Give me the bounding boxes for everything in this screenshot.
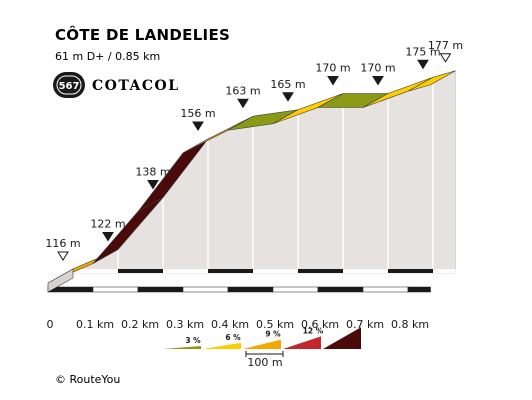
x-tick-label: 0.3 km [166, 318, 204, 331]
front-scale-segment [407, 286, 431, 293]
altitude-label: 163 m [225, 84, 260, 97]
x-axis: 0 0.1 km 0.2 km 0.3 km 0.4 km 0.5 km 0.6 km 0.7… [47, 318, 430, 331]
altitude-label: 165 m [270, 78, 305, 91]
x-tick-label: 0.4 km [211, 318, 249, 331]
altitude-label: 156 m [180, 107, 215, 120]
front-scale-segment [362, 286, 409, 293]
altitude-label: 138 m [135, 166, 170, 179]
legend-label: 3 % [185, 336, 201, 345]
badge-shape [53, 72, 85, 98]
legend-swatch [163, 346, 201, 349]
front-scale-segment [92, 286, 139, 293]
front-scale-segment [272, 286, 319, 293]
cotacol-logo: 567 COTACOL [53, 72, 180, 98]
altitude-label: 122 m [90, 218, 125, 231]
x-tick-label: 0 [47, 318, 54, 331]
scale-bar-label: 100 m [247, 356, 282, 369]
legend-swatch [283, 336, 321, 349]
altitude-label: 170 m [360, 62, 395, 75]
x-tick-label: 0.7 km [346, 318, 384, 331]
altitude-marker [192, 121, 204, 131]
distance-scale-segment [208, 269, 253, 273]
x-tick-label: 0.8 km [391, 318, 429, 331]
distance-scale-segment [433, 269, 456, 273]
copyright-text: © RouteYou [55, 373, 120, 386]
altitude-marker [237, 98, 249, 109]
distance-scale-segment [253, 269, 298, 273]
altitude-marker [102, 232, 114, 242]
profile-area: 116 m 122 m 138 m 156 m 163 m 165 m 170 m 170 m… [45, 39, 463, 293]
altitude-marker [282, 92, 294, 102]
x-tick-label: 0.2 km [121, 318, 159, 331]
distance-scale-segment [118, 269, 163, 273]
x-tick-label: 0.1 km [76, 318, 114, 331]
badge-ring [56, 75, 82, 95]
altitude-label: 177 m [428, 39, 463, 52]
distance-scale-segment [73, 269, 118, 273]
altitude-label: 170 m [315, 62, 350, 75]
slope-segment [407, 70, 456, 92]
open-triangle-marker [57, 251, 69, 261]
front-scale-segment [182, 286, 229, 293]
altitude-marker [327, 76, 339, 86]
profile-title: CÔTE DE LANDELIES [55, 25, 230, 44]
altitude-marker [147, 180, 159, 190]
x-tick-label: 0.6 km [301, 318, 339, 331]
profile-back-wall [72, 70, 456, 274]
legend-label: 6 % [225, 333, 241, 342]
distance-scale-segment [343, 269, 388, 273]
cotacol-number: 567 [59, 81, 80, 92]
altitude-label: 116 m [45, 237, 80, 250]
distance-scale-segment [163, 269, 208, 273]
distance-scale-segment [388, 269, 433, 273]
altitude-marker [417, 59, 429, 70]
legend-swatch [203, 342, 241, 349]
profile-left-edge [47, 268, 74, 293]
legend-label: 12 % [303, 326, 324, 335]
front-scale-segment [317, 286, 364, 293]
open-triangle-marker [439, 53, 452, 63]
legend-label: 9 % [265, 330, 281, 339]
x-tick-label: 0.5 km [256, 318, 294, 331]
front-scale-segment [137, 286, 184, 293]
distance-scale-segment [298, 269, 343, 273]
cotacol-brand: COTACOL [92, 78, 180, 94]
altitude-label: 175 m [405, 45, 440, 58]
profile-subtitle: 61 m D+ / 0.85 km [55, 50, 160, 63]
altitude-marker [372, 76, 384, 86]
gradient-legend: 3 % 6 % 9 % 12 % 100 m [163, 326, 361, 369]
legend-swatch [243, 339, 281, 349]
front-scale-segment [227, 286, 274, 293]
legend-swatch [323, 327, 361, 349]
